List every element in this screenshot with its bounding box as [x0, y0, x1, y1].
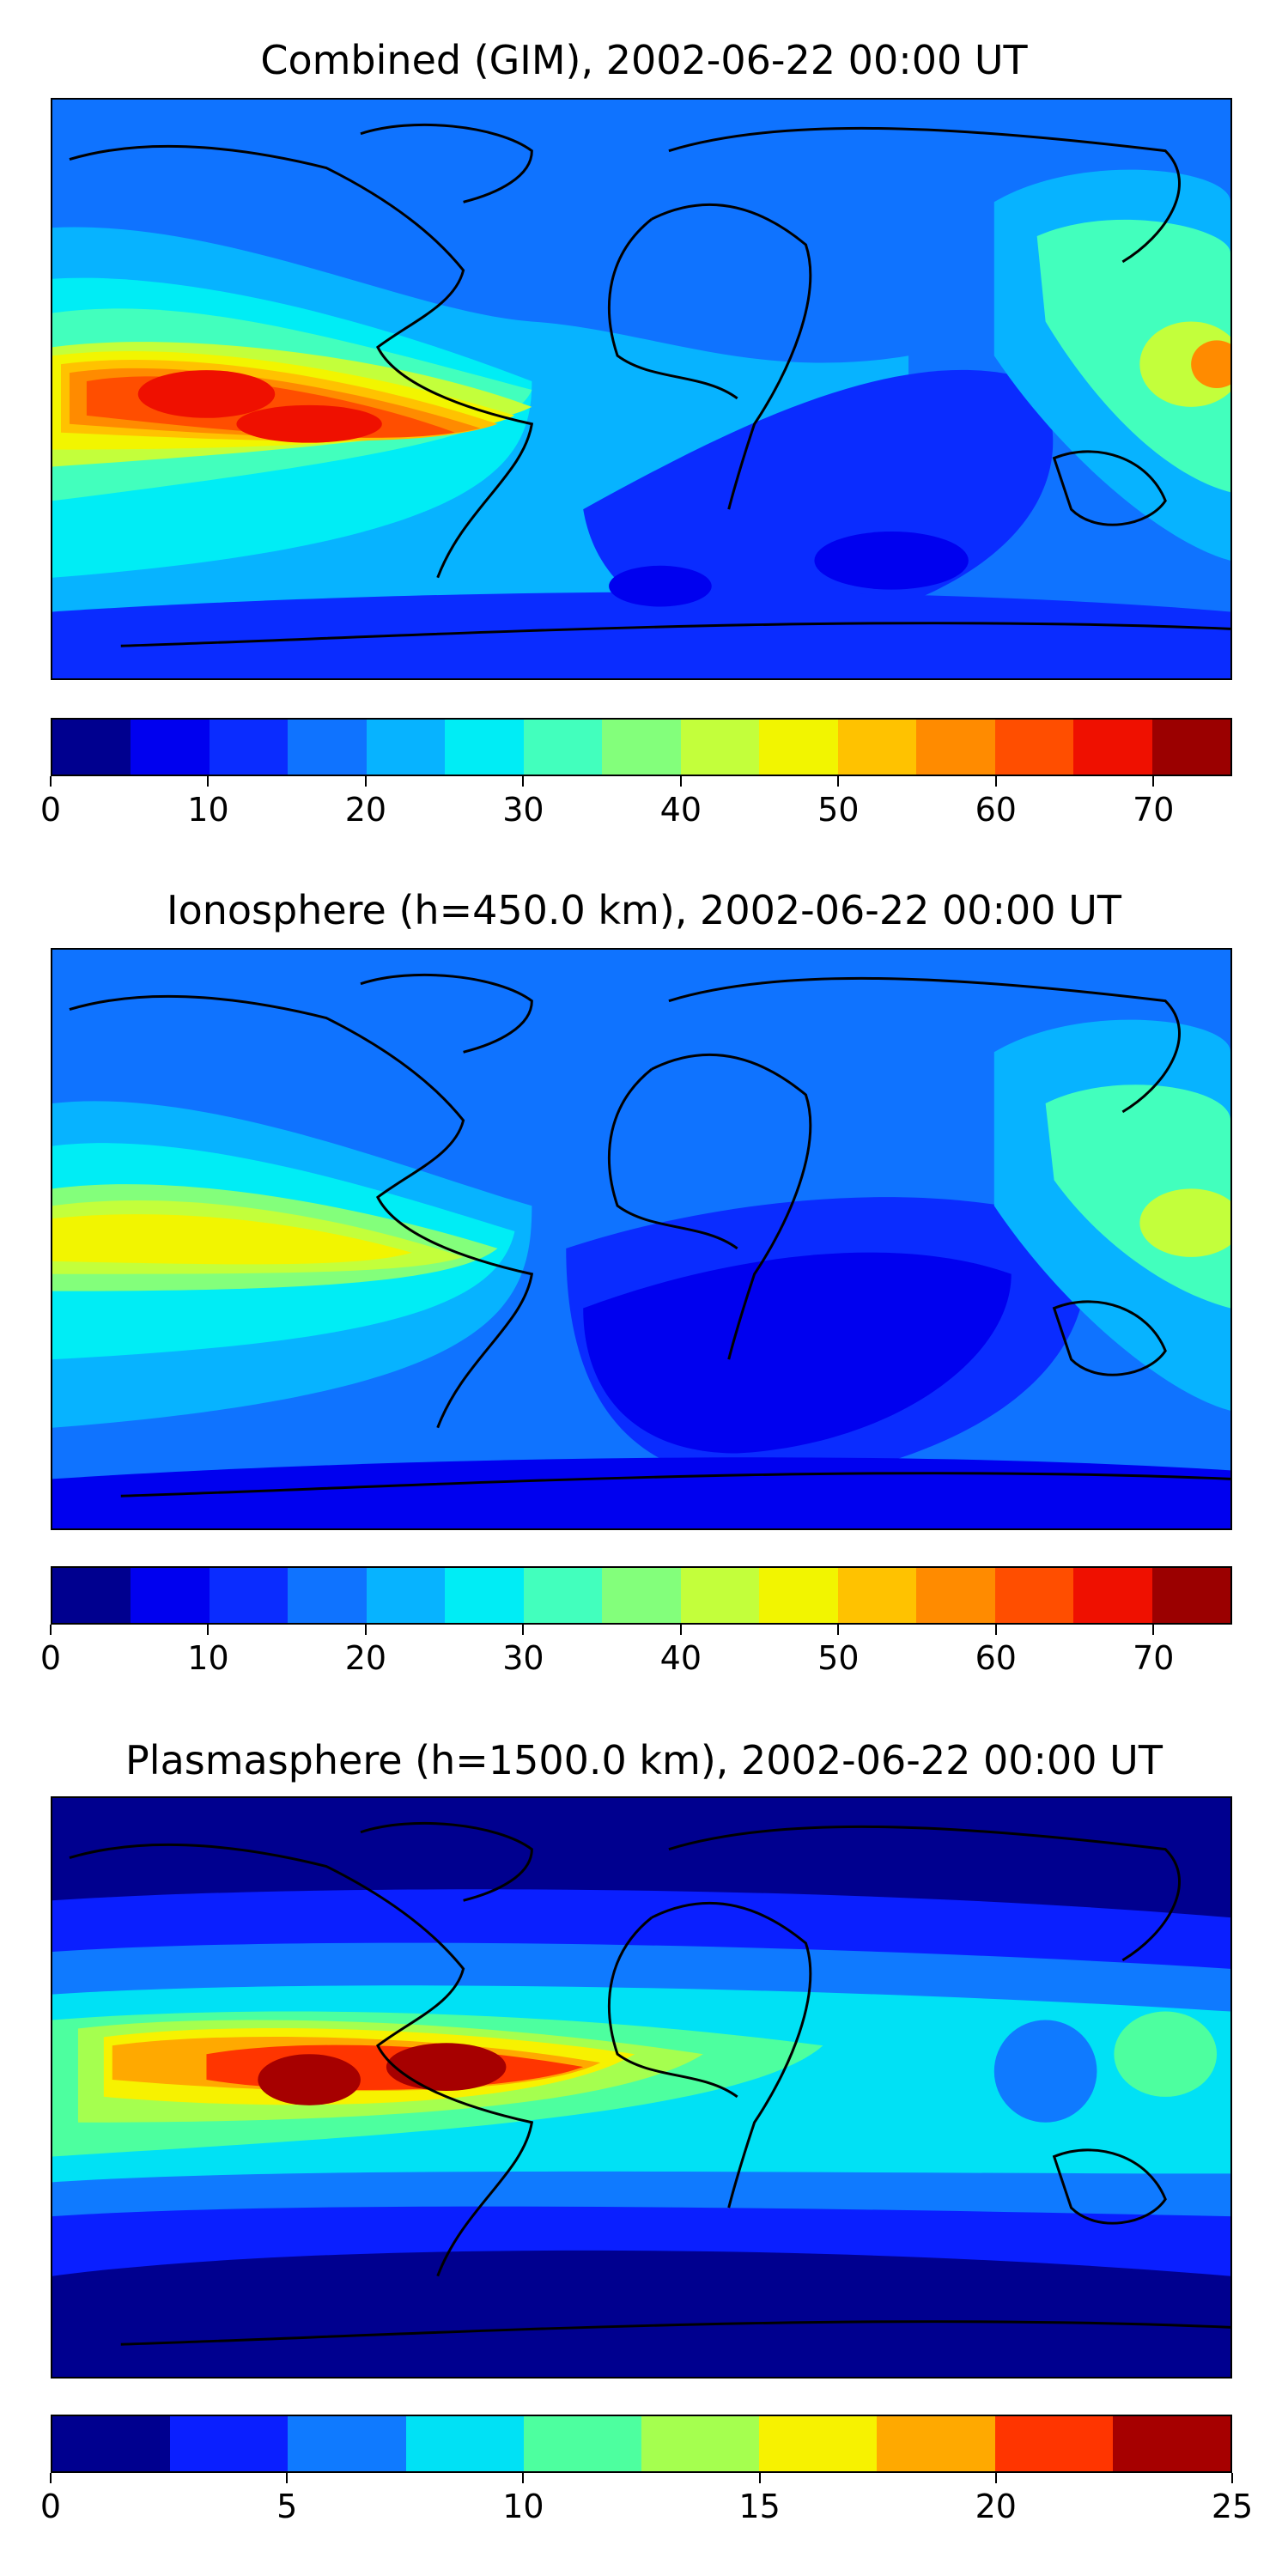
panel-3-title: Plasmasphere (h=1500.0 km), 2002-06-22 0…: [125, 1737, 1163, 1783]
colorbar-tick-label: 10: [187, 1639, 229, 1677]
colorbar-tick: [286, 2473, 289, 2483]
panel-1-map-svg: [52, 100, 1230, 678]
colorbar-segment: [837, 720, 917, 775]
colorbar-tick: [994, 776, 997, 787]
colorbar-segment: [52, 720, 131, 775]
colorbar-tick-label: 50: [817, 1639, 860, 1677]
colorbar-tick: [50, 1625, 52, 1635]
panel-2-colorbar-ticks: 0 10 20 30 40 50 60 70: [40, 1625, 1232, 1677]
colorbar-tick-label: 20: [344, 1639, 387, 1677]
colorbar-tick: [50, 2473, 52, 2483]
colorbar-tick-label: 40: [659, 1639, 702, 1677]
panel-1-map: [51, 98, 1232, 680]
colorbar-tick: [679, 776, 682, 787]
colorbar-segment: [209, 1568, 289, 1623]
colorbar-segment: [288, 1568, 367, 1623]
colorbar-tick: [1231, 2473, 1233, 2483]
colorbar-tick-label: 10: [187, 791, 229, 829]
colorbar-segment: [366, 720, 446, 775]
colorbar-tick: [1152, 776, 1155, 787]
colorbar-segment: [759, 2416, 878, 2471]
colorbar-segment: [1151, 720, 1231, 775]
colorbar-tick: [364, 776, 367, 787]
colorbar-tick: [837, 776, 840, 787]
colorbar-segment: [916, 1568, 995, 1623]
colorbar-segment: [366, 1568, 446, 1623]
colorbar-segment: [288, 720, 367, 775]
colorbar-tick-label: 30: [502, 1639, 544, 1677]
colorbar-segment: [52, 1568, 131, 1623]
colorbar-segment: [1151, 1568, 1231, 1623]
colorbar-segment: [445, 1568, 524, 1623]
colorbar-tick-label: 0: [39, 1639, 62, 1677]
panel-3-colorbar: [51, 2415, 1232, 2473]
colorbar-segment: [837, 1568, 917, 1623]
colorbar-segment: [602, 720, 681, 775]
colorbar-tick: [207, 1625, 210, 1635]
panel-3-colorbar-ticks: 0 5 10 15 20 25: [40, 2473, 1253, 2525]
colorbar-segment: [1112, 2416, 1231, 2471]
colorbar-tick: [522, 1625, 525, 1635]
colorbar-segment: [916, 720, 995, 775]
colorbar-tick-label: 30: [502, 791, 544, 829]
panel-1-colorbar: [51, 718, 1232, 776]
panel-2-map: [51, 948, 1232, 1530]
colorbar-segment: [405, 2416, 524, 2471]
colorbar-tick-label: 70: [1133, 1639, 1175, 1677]
colorbar-tick-label: 50: [817, 791, 860, 829]
colorbar-segment: [877, 2416, 995, 2471]
colorbar-tick: [522, 776, 525, 787]
colorbar-tick: [679, 1625, 682, 1635]
colorbar-tick: [994, 1625, 997, 1635]
colorbar-segment: [1073, 720, 1152, 775]
colorbar-segment: [680, 720, 760, 775]
panel-3-map-svg: [52, 1798, 1230, 2377]
panel-1-colorbar-ticks: 0 10 20 30 40 50 60 70: [40, 776, 1232, 829]
panel-2-map-svg: [52, 950, 1230, 1528]
colorbar-segment: [994, 1568, 1074, 1623]
panel-3-map: [51, 1796, 1232, 2379]
panel-1-title: Combined (GIM), 2002-06-22 00:00 UT: [260, 37, 1028, 83]
colorbar-tick: [522, 2473, 525, 2483]
colorbar-segment: [523, 2416, 642, 2471]
colorbar-segment: [759, 720, 838, 775]
colorbar-tick-label: 40: [659, 791, 702, 829]
colorbar-segment: [680, 1568, 760, 1623]
colorbar-segment: [1073, 1568, 1152, 1623]
colorbar-tick: [207, 776, 210, 787]
colorbar-tick-label: 10: [502, 2488, 544, 2525]
colorbar-tick: [50, 776, 52, 787]
colorbar-segment: [170, 2416, 289, 2471]
colorbar-tick-label: 15: [738, 2488, 781, 2525]
colorbar-tick-label: 20: [344, 791, 387, 829]
colorbar-tick: [364, 1625, 367, 1635]
colorbar-tick-label: 5: [276, 2488, 298, 2525]
colorbar-tick-label: 25: [1211, 2488, 1254, 2525]
colorbar-segment: [131, 720, 210, 775]
colorbar-segment: [445, 720, 524, 775]
colorbar-tick-label: 20: [975, 2488, 1017, 2525]
colorbar-tick-label: 0: [39, 791, 62, 829]
panel-2-title: Ionosphere (h=450.0 km), 2002-06-22 00:0…: [167, 887, 1121, 933]
colorbar-segment: [759, 1568, 838, 1623]
colorbar-tick: [1152, 1625, 1155, 1635]
colorbar-tick: [758, 2473, 761, 2483]
colorbar-tick-label: 0: [39, 2488, 62, 2525]
colorbar-tick-label: 60: [975, 791, 1017, 829]
colorbar-segment: [641, 2416, 760, 2471]
colorbar-segment: [602, 1568, 681, 1623]
colorbar-segment: [994, 720, 1074, 775]
colorbar-tick-label: 60: [975, 1639, 1017, 1677]
colorbar-segment: [288, 2416, 406, 2471]
colorbar-segment: [523, 720, 603, 775]
panel-2-colorbar: [51, 1566, 1232, 1625]
colorbar-tick: [837, 1625, 840, 1635]
colorbar-tick-label: 70: [1133, 791, 1175, 829]
colorbar-segment: [523, 1568, 603, 1623]
colorbar-segment: [994, 2416, 1113, 2471]
colorbar-segment: [131, 1568, 210, 1623]
colorbar-tick: [994, 2473, 997, 2483]
colorbar-segment: [52, 2416, 171, 2471]
colorbar-segment: [209, 720, 289, 775]
